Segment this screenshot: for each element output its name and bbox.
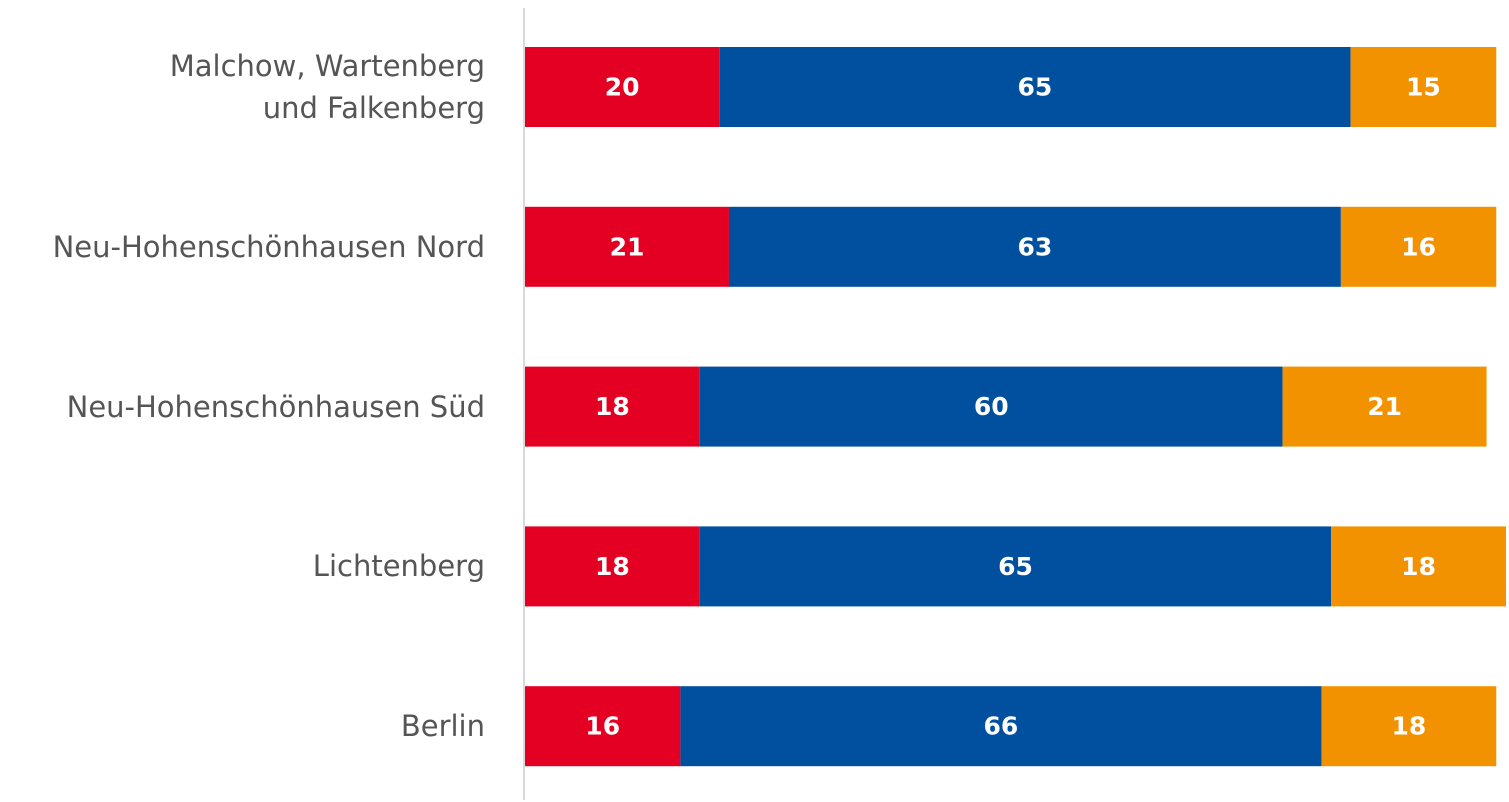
value-label: 16 — [1401, 232, 1436, 261]
bar-segment — [525, 526, 700, 607]
category-label: Malchow, Wartenberg und Falkenberg — [169, 49, 485, 125]
bar-segment — [1321, 686, 1497, 767]
value-label: 63 — [1018, 232, 1053, 261]
value-label: 65 — [998, 552, 1033, 581]
bar-segment — [525, 47, 720, 127]
category-label: Berlin — [400, 709, 485, 744]
category-label: Lichtenberg — [312, 549, 485, 584]
value-label: 66 — [984, 712, 1019, 741]
bar-segment — [699, 526, 1332, 607]
value-label: 16 — [585, 712, 620, 741]
bar-segment — [728, 206, 1341, 287]
bar-segment — [1340, 206, 1497, 287]
bar-segment — [525, 206, 729, 287]
value-label: 18 — [1391, 712, 1426, 741]
category-label: Neu-Hohenschönhausen Süd — [66, 389, 485, 424]
category-label: Neu-Hohenschönhausen Nord — [52, 229, 485, 264]
value-label: 20 — [605, 73, 640, 102]
value-label: 18 — [1401, 552, 1436, 581]
bar-segment — [525, 686, 681, 767]
bar-segment — [525, 366, 700, 447]
bar-segment — [1350, 47, 1497, 127]
value-label: 21 — [1367, 392, 1402, 421]
bar-segment — [680, 686, 1322, 767]
value-label: 65 — [1018, 73, 1053, 102]
value-label: 18 — [595, 552, 630, 581]
bar-segment — [1282, 366, 1487, 447]
bar-segment — [699, 366, 1283, 447]
bar-segment — [719, 47, 1351, 127]
value-label: 15 — [1406, 73, 1441, 102]
value-label: 60 — [974, 392, 1009, 421]
value-label: 18 — [595, 392, 630, 421]
value-label: 21 — [610, 232, 645, 261]
bar-segment — [1331, 526, 1506, 607]
